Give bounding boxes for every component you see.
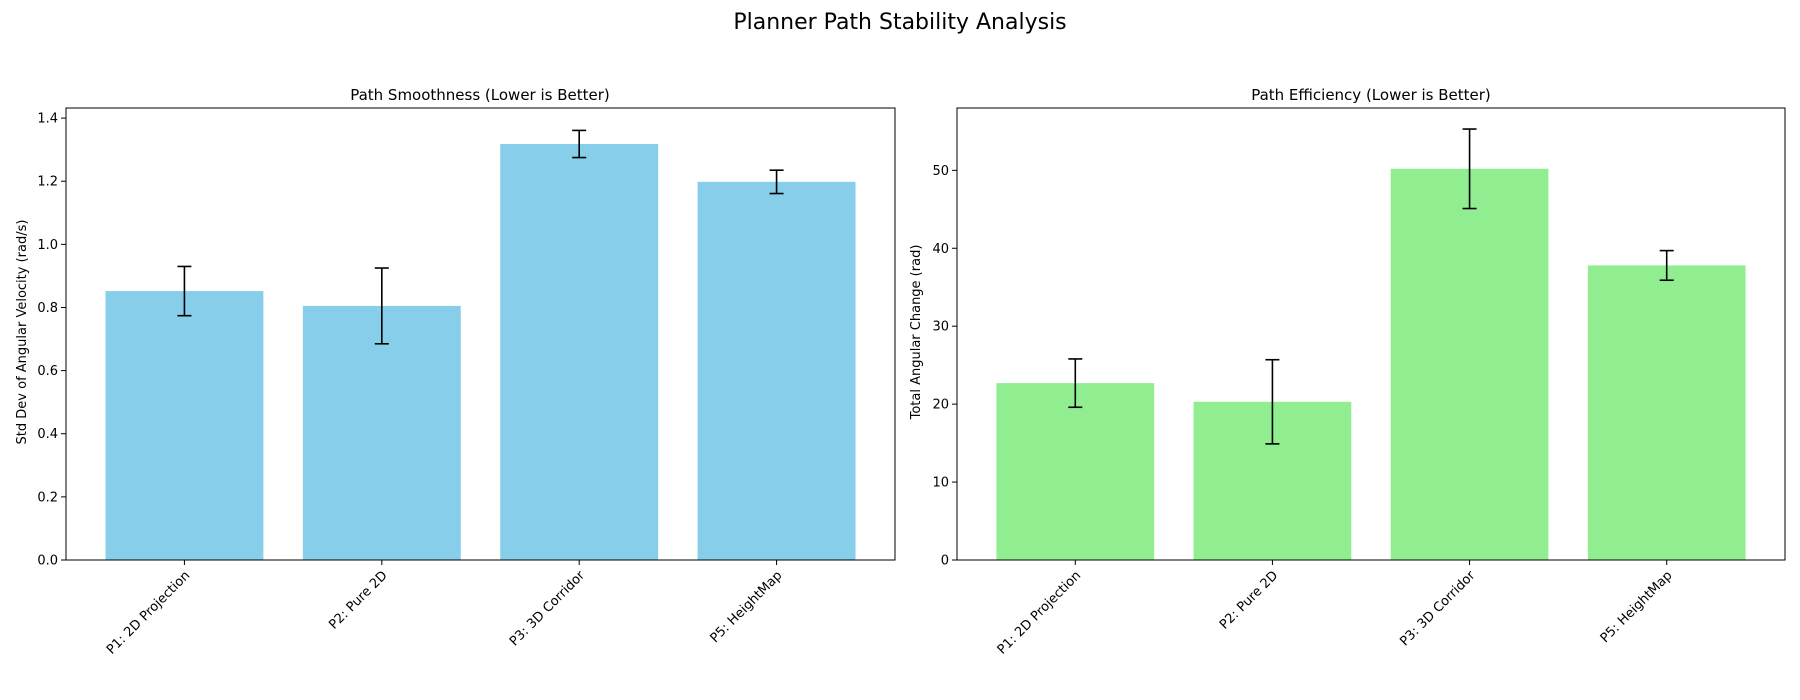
bar xyxy=(1587,265,1746,560)
x-tick-label: P3: 3D Corridor xyxy=(1397,568,1479,650)
bar xyxy=(302,305,461,560)
y-tick-label: 20 xyxy=(932,398,949,413)
y-tick-label: 0.2 xyxy=(37,490,58,505)
x-tick-label: P3: 3D Corridor xyxy=(507,568,589,650)
y-tick-label: 0.8 xyxy=(37,301,58,316)
x-tick-label: P1: 2D Projection xyxy=(995,568,1084,657)
bar xyxy=(697,181,856,560)
plot-frame xyxy=(65,107,896,561)
y-tick-label: 10 xyxy=(932,476,949,491)
y-tick-label: 50 xyxy=(932,164,949,179)
smoothness-chart: Path Smoothness (Lower is Better) Std De… xyxy=(15,86,896,658)
x-tick-label: P2: Pure 2D xyxy=(326,568,390,632)
y-axis-label: Total Angular Change (rad) xyxy=(909,245,924,421)
bar xyxy=(500,143,659,560)
y-tick-label: 0.6 xyxy=(37,364,58,379)
bar xyxy=(1390,168,1549,561)
y-tick-label: 0.0 xyxy=(37,554,58,569)
chart-title: Path Efficiency (Lower is Better) xyxy=(1251,86,1491,104)
figure-title: Planner Path Stability Analysis xyxy=(733,10,1067,35)
y-tick-label: 1.2 xyxy=(37,175,58,190)
y-tick-label: 0.4 xyxy=(37,427,58,442)
y-tick-label: 40 xyxy=(932,242,949,257)
y-tick-label: 0 xyxy=(941,554,949,569)
bar xyxy=(105,291,264,560)
x-tick-label: P5: HeightMap xyxy=(1598,568,1676,646)
x-tick-label: P2: Pure 2D xyxy=(1217,568,1281,632)
y-tick-label: 30 xyxy=(932,320,949,335)
efficiency-chart: Path Efficiency (Lower is Better) Total … xyxy=(909,86,1786,658)
x-tick-label: P1: 2D Projection xyxy=(104,568,193,657)
x-tick-label: P5: HeightMap xyxy=(708,568,786,646)
y-tick-label: 1.0 xyxy=(37,238,58,253)
bar xyxy=(996,383,1155,560)
chart-title: Path Smoothness (Lower is Better) xyxy=(350,86,610,104)
y-tick-label: 1.4 xyxy=(37,112,58,127)
y-axis-label: Std Dev of Angular Velocity (rad/s) xyxy=(15,220,30,445)
plot-frame xyxy=(956,107,1786,561)
